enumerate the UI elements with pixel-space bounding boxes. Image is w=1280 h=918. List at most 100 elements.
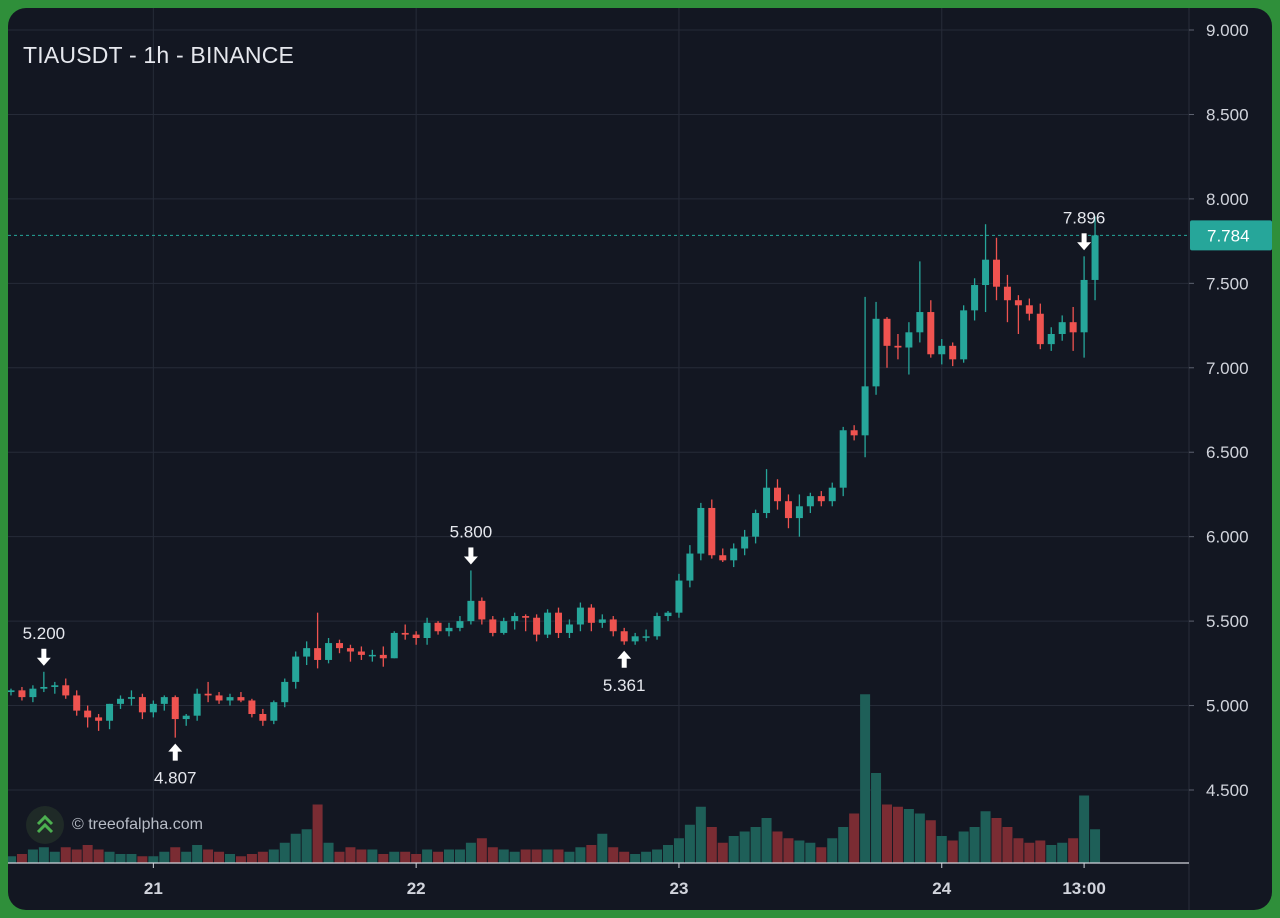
candle-body: [576, 607, 584, 625]
volume-bar: [126, 854, 137, 863]
volume-bar: [717, 842, 728, 863]
volume-bar: [520, 849, 531, 863]
volume-bar: [367, 849, 378, 863]
candle-body: [708, 507, 716, 556]
volume-bar: [170, 847, 181, 863]
candle-body: [971, 285, 979, 311]
candle-body: [182, 715, 190, 720]
annotation-label: 5.361: [603, 676, 646, 695]
candle-body: [686, 553, 694, 581]
annotation-marker: 5.800: [450, 522, 493, 565]
candle-body: [883, 318, 891, 346]
annotation-label: 5.800: [450, 522, 493, 541]
candle-body: [401, 632, 409, 635]
volume-bar: [947, 840, 958, 863]
candle-body: [478, 600, 486, 620]
candle-body: [993, 259, 1000, 287]
candle-body: [51, 685, 59, 687]
volume-bar: [695, 806, 706, 863]
candle-body: [423, 622, 431, 638]
volume-bar: [619, 851, 630, 863]
chart-title: TIAUSDT - 1h - BINANCE: [23, 42, 295, 68]
volume-bar: [356, 849, 367, 863]
volume-bar: [225, 854, 235, 863]
volume-bar: [531, 849, 542, 863]
volume-bar: [542, 849, 553, 863]
volume-bar: [1046, 845, 1057, 863]
candle-body: [346, 648, 354, 652]
candle-body: [620, 631, 628, 642]
volume-bar: [433, 851, 444, 863]
candle-body: [445, 627, 453, 632]
candle-body: [292, 656, 300, 682]
volume-bar: [137, 856, 148, 863]
x-tick-label: 23: [669, 879, 688, 898]
volume-bar: [115, 854, 126, 863]
volume-bar: [794, 840, 805, 863]
candle-body: [1014, 300, 1022, 306]
volume-bar: [783, 838, 794, 863]
x-tick-label: 13:00: [1062, 879, 1105, 898]
candle-body: [522, 616, 530, 618]
volume-bar: [739, 831, 750, 863]
volume-bar: [728, 836, 739, 863]
y-tick-label: 8.500: [1206, 105, 1249, 124]
candle-body: [1091, 235, 1099, 280]
volume-bar: [334, 851, 345, 863]
candle-body: [204, 693, 212, 696]
volume-bar: [871, 773, 882, 863]
volume-bar: [586, 845, 597, 863]
volume-bar: [575, 847, 586, 863]
candle-body: [29, 688, 37, 698]
volume-bar: [761, 818, 772, 863]
volume-bar: [663, 845, 673, 863]
volume-bar: [389, 851, 400, 863]
y-tick-label: 5.500: [1206, 612, 1249, 631]
candle-body: [434, 622, 442, 632]
candle-body: [511, 616, 519, 622]
volume-bar: [827, 838, 838, 863]
volume-bar: [1079, 795, 1090, 863]
candle-body: [938, 345, 946, 355]
volume-bar: [630, 854, 641, 863]
volume-bar: [312, 804, 323, 863]
candle-body: [500, 621, 508, 633]
y-tick-label: 7.000: [1206, 359, 1249, 378]
candle-body: [806, 496, 814, 507]
arrow-shaft: [41, 648, 47, 659]
y-tick-label: 7.500: [1206, 274, 1249, 293]
candle-body: [336, 643, 343, 649]
candle-body: [8, 690, 15, 693]
candle-body: [598, 619, 606, 623]
candle-body: [390, 632, 398, 659]
volume-bar: [750, 827, 761, 863]
candle-body: [697, 507, 705, 554]
candle-body: [850, 430, 858, 436]
candle-body: [1058, 322, 1066, 334]
candle-body: [160, 697, 168, 704]
volume-bar: [860, 694, 871, 863]
volume-bar: [969, 827, 980, 863]
watermark-text: © treeofalpha.com: [72, 816, 203, 833]
volume-bar: [914, 813, 925, 863]
candlestick-chart[interactable]: 7.784 9.000 8.500 8.000 7.500 7.000 6.500 6.000…: [8, 8, 1272, 910]
volume-bar: [882, 804, 892, 863]
arrow-down-icon: [1077, 242, 1092, 251]
candle-body: [872, 318, 880, 387]
volume-bar: [411, 854, 422, 863]
volume-bar: [608, 847, 619, 863]
candle-body: [555, 612, 562, 633]
candle-body: [828, 487, 836, 502]
candle-body: [379, 654, 387, 659]
annotation-marker: 5.361: [603, 650, 646, 695]
volume-bar: [279, 842, 290, 863]
chart-panel[interactable]: 7.784 9.000 8.500 8.000 7.500 7.000 6.500 6.000…: [8, 8, 1272, 910]
candle-body: [894, 345, 902, 348]
candle-body: [587, 607, 595, 623]
candle-body: [303, 648, 311, 657]
y-tick-label: 5.000: [1206, 697, 1249, 716]
candle-body: [565, 624, 573, 633]
candle-body: [642, 636, 650, 638]
candle-body: [544, 612, 552, 635]
volume-bar: [257, 851, 268, 863]
